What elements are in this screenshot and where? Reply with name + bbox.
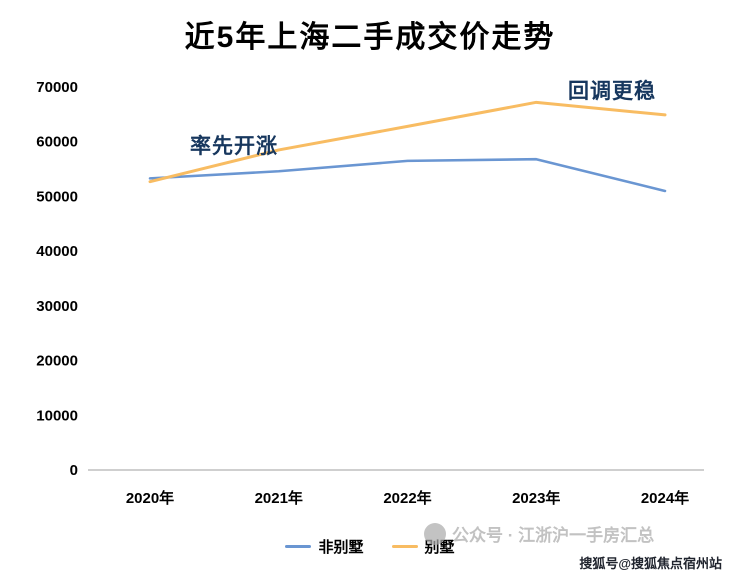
y-tick-label: 60000 [36,134,78,151]
chart-title: 近5年上海二手成交价走势 [184,21,556,54]
series-line-非别墅 [148,157,667,193]
x-tick-label: 2023年 [512,489,560,507]
y-tick-label: 0 [70,462,78,479]
watermark-corner: 搜狐号@搜狐焦点宿州站 [579,556,722,571]
x-tick-label: 2024年 [641,489,689,507]
chart-legend: 非别墅 别墅 [0,536,740,557]
sohu-logo-icon [424,522,446,545]
y-tick-label: 20000 [36,353,78,370]
y-tick-label: 30000 [36,298,78,315]
legend-item-non-villa[interactable]: 非别墅 [285,536,364,557]
watermark-center: 公众号 · 江浙沪一手房汇总 [424,521,654,546]
annotation-stable: 回调更稳 [568,80,656,103]
annotation-rise: 率先开涨 [190,135,278,158]
x-tick-label: 2021年 [255,489,303,507]
series-line-别墅 [148,100,667,184]
y-tick-label: 50000 [36,188,78,205]
legend-label-non-villa: 非别墅 [318,539,364,556]
villa-line-swatch [391,545,418,548]
y-tick-label: 70000 [36,79,78,96]
y-tick-label: 10000 [36,407,78,424]
non-villa-line-swatch [285,545,312,548]
x-tick-label: 2020年 [126,489,174,507]
y-tick-label: 40000 [36,243,78,260]
watermark-center-text: 公众号 · 江浙沪一手房汇总 [452,526,655,545]
x-tick-label: 2022年 [383,489,431,507]
